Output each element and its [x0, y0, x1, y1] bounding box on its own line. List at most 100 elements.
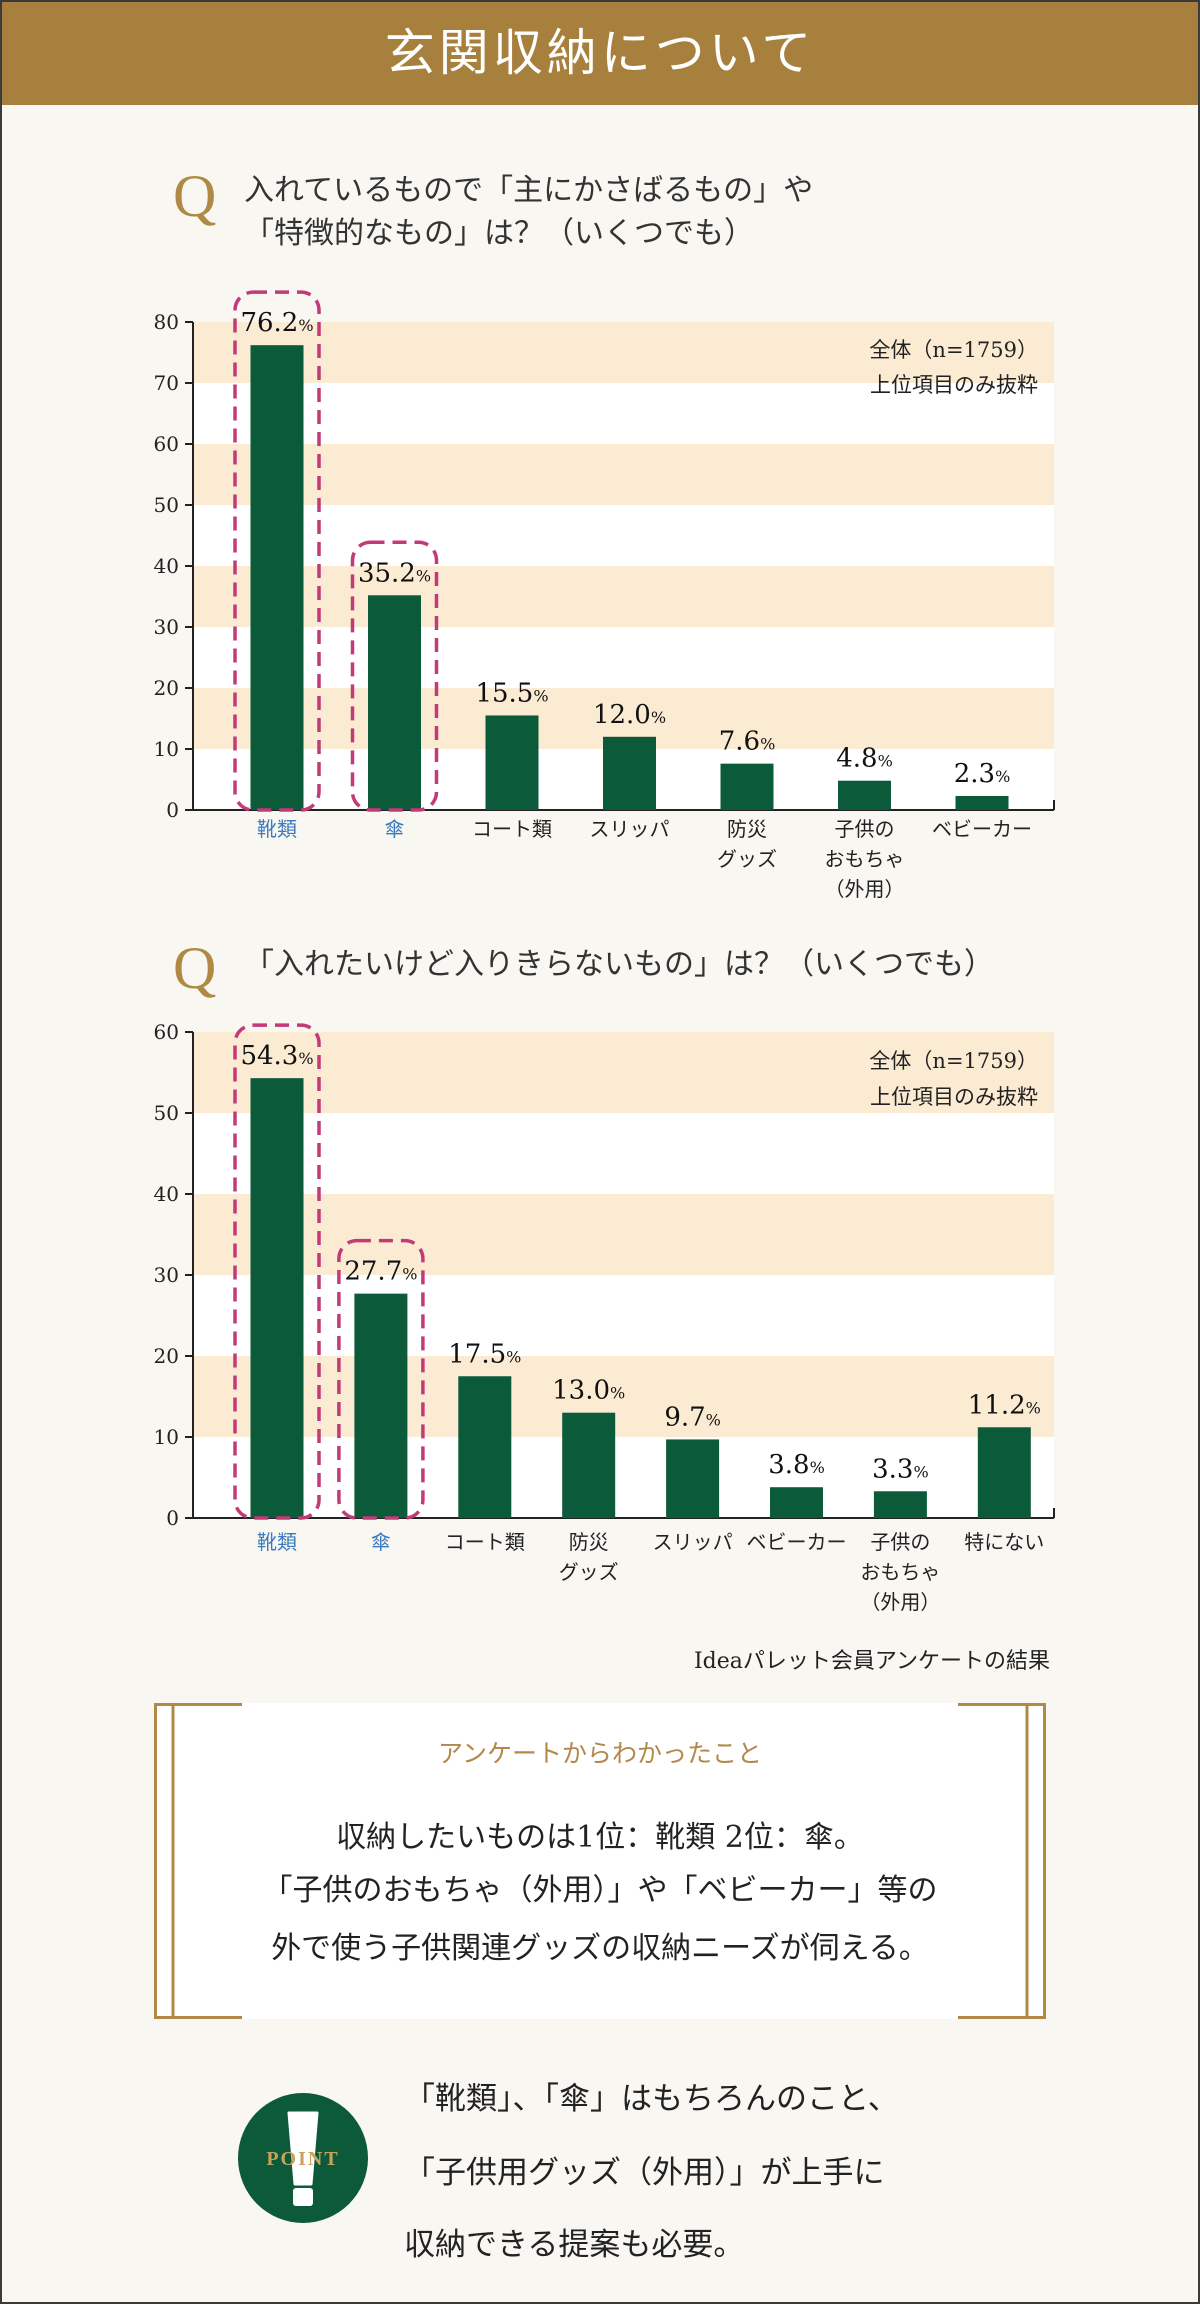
y-tick-label: 50: [154, 493, 179, 517]
value-label: 12.0%: [593, 700, 666, 730]
category-label: 傘: [385, 817, 405, 841]
value-number: 2.3: [954, 759, 995, 789]
chart-2: 全体（n=1759） 上位項目のみ抜粋 0 10 20 30 40 50 60 54.3% 靴類 27…: [154, 1020, 1055, 1614]
category-label: （外用）: [825, 877, 905, 901]
bar: [977, 1427, 1031, 1518]
background-band: [193, 1032, 1054, 1113]
value-label: 2.3%: [954, 759, 1011, 789]
value-number: 35.2: [358, 558, 416, 588]
bar: [838, 780, 891, 810]
question-2-marker: Q: [173, 935, 217, 1001]
value-label: 3.8%: [768, 1450, 825, 1480]
chart-1: 全体（n=1759） 上位項目のみ抜粋 0 10 20 30 40 50 60 70 80 76.2%…: [154, 290, 1055, 901]
y-tick-label: 10: [154, 737, 179, 761]
value-label: 13.0%: [552, 1376, 625, 1406]
value-number: 11.2: [968, 1390, 1026, 1420]
background-band: [193, 1194, 1054, 1275]
value-number: 17.5: [448, 1339, 506, 1369]
y-tick-label: 80: [154, 310, 179, 334]
value-label: 76.2%: [240, 308, 313, 338]
background-band: [193, 566, 1054, 627]
y-tick-label: 60: [154, 432, 179, 456]
value-label: 11.2%: [968, 1390, 1041, 1420]
y-tick-label: 40: [154, 554, 179, 578]
value-unit: %: [706, 1410, 721, 1429]
chart-note: 全体（n=1759）: [869, 338, 1038, 362]
summary-title: アンケートからわかったこと: [437, 1739, 762, 1768]
page-title: 玄関収納について: [384, 24, 816, 82]
value-unit: %: [298, 316, 313, 335]
highlight-box: [233, 290, 321, 812]
category-label: おもちゃ: [860, 1560, 940, 1584]
category-label: スリッパ: [653, 1530, 733, 1554]
value-label: 9.7%: [664, 1402, 721, 1432]
value-label: 35.2%: [358, 558, 431, 588]
chart-note: 全体（n=1759）: [869, 1049, 1038, 1073]
bar: [603, 736, 656, 810]
bar: [955, 795, 1009, 810]
value-label: 54.3%: [240, 1041, 313, 1071]
value-unit: %: [298, 1049, 313, 1068]
background-bands: [193, 1032, 1054, 1518]
question-1-marker: Q: [173, 163, 217, 229]
highlight-box: [337, 1238, 425, 1520]
exclamation-icon: POINT: [266, 2111, 339, 2206]
category-label: 靴類: [257, 1530, 297, 1554]
value-number: 3.3: [872, 1454, 913, 1484]
y-tick-label: 0: [166, 1506, 179, 1530]
background-band: [193, 1356, 1054, 1437]
category-label: 子供の: [835, 817, 895, 841]
value-unit: %: [878, 752, 893, 771]
value-unit: %: [995, 767, 1010, 786]
value-unit: %: [1026, 1398, 1041, 1417]
value-label: 15.5%: [475, 678, 548, 708]
value-unit: %: [402, 1265, 417, 1284]
category-label: （外用）: [860, 1590, 940, 1614]
background-band: [193, 444, 1054, 505]
y-tick-label: 0: [166, 798, 179, 822]
category-label: グッズ: [559, 1560, 619, 1584]
value-number: 3.8: [768, 1450, 809, 1480]
y-tick-label: 30: [154, 615, 179, 639]
y-tick-label: 30: [154, 1263, 179, 1287]
question-1-line-1: 入れているもので「主にかさばるもの」や: [244, 173, 814, 208]
survey-source: Ideaパレット会員アンケートの結果: [693, 1649, 1050, 1674]
bar: [250, 345, 304, 810]
summary-line-3: 外で使う子供関連グッズの収納ニーズが伺える。: [271, 1931, 929, 1966]
value-number: 15.5: [475, 678, 533, 708]
category-label: 防災: [569, 1530, 609, 1554]
point-line-1: 「靴類」、「傘」はもちろんのこと、: [404, 2081, 899, 2117]
value-number: 4.8: [836, 744, 877, 774]
category-label: グッズ: [717, 847, 777, 871]
category-label: 防災: [727, 817, 767, 841]
chart-note: 上位項目のみ抜粋: [870, 373, 1038, 397]
background-band: [193, 505, 1054, 566]
chart-note: 上位項目のみ抜粋: [870, 1085, 1038, 1109]
value-label: 4.8%: [836, 744, 893, 774]
summary-bracket-left: [154, 1703, 242, 2019]
category-label: おもちゃ: [825, 847, 905, 871]
summary-line-1: 収納したいものは1位：靴類 2位：傘。: [336, 1820, 864, 1855]
question-1-line-2: 「特徴的なもの」は？（いくつでも）: [244, 216, 754, 251]
exclamation-dot: [293, 2188, 313, 2206]
category-label: ベビーカー: [747, 1530, 847, 1554]
category-label: 特にない: [964, 1530, 1044, 1554]
bar: [250, 1078, 304, 1518]
value-unit: %: [533, 686, 548, 705]
point-label: POINT: [266, 2148, 339, 2170]
bar: [770, 1487, 823, 1518]
summary-line-2: 「子供のおもちゃ（外用）」や「ベビーカー」等の: [262, 1873, 938, 1908]
exclamation-bar: [287, 2111, 319, 2186]
value-unit: %: [651, 708, 666, 727]
category-label: コート類: [445, 1530, 525, 1554]
value-number: 27.7: [344, 1257, 402, 1287]
y-tick-label: 20: [154, 1344, 179, 1368]
value-label: 3.3%: [872, 1454, 929, 1484]
value-number: 7.6: [719, 727, 760, 757]
summary-box: アンケートからわかったこと 収納したいものは1位：靴類 2位：傘。 「子供のおも…: [154, 1703, 1046, 2019]
category-label: スリッパ: [590, 817, 670, 841]
question-2-line-1: 「入れたいけど入りきらないもの」は？（いくつでも）: [244, 947, 994, 982]
value-number: 76.2: [240, 308, 298, 338]
value-unit: %: [506, 1347, 521, 1366]
value-label: 27.7%: [344, 1257, 417, 1287]
